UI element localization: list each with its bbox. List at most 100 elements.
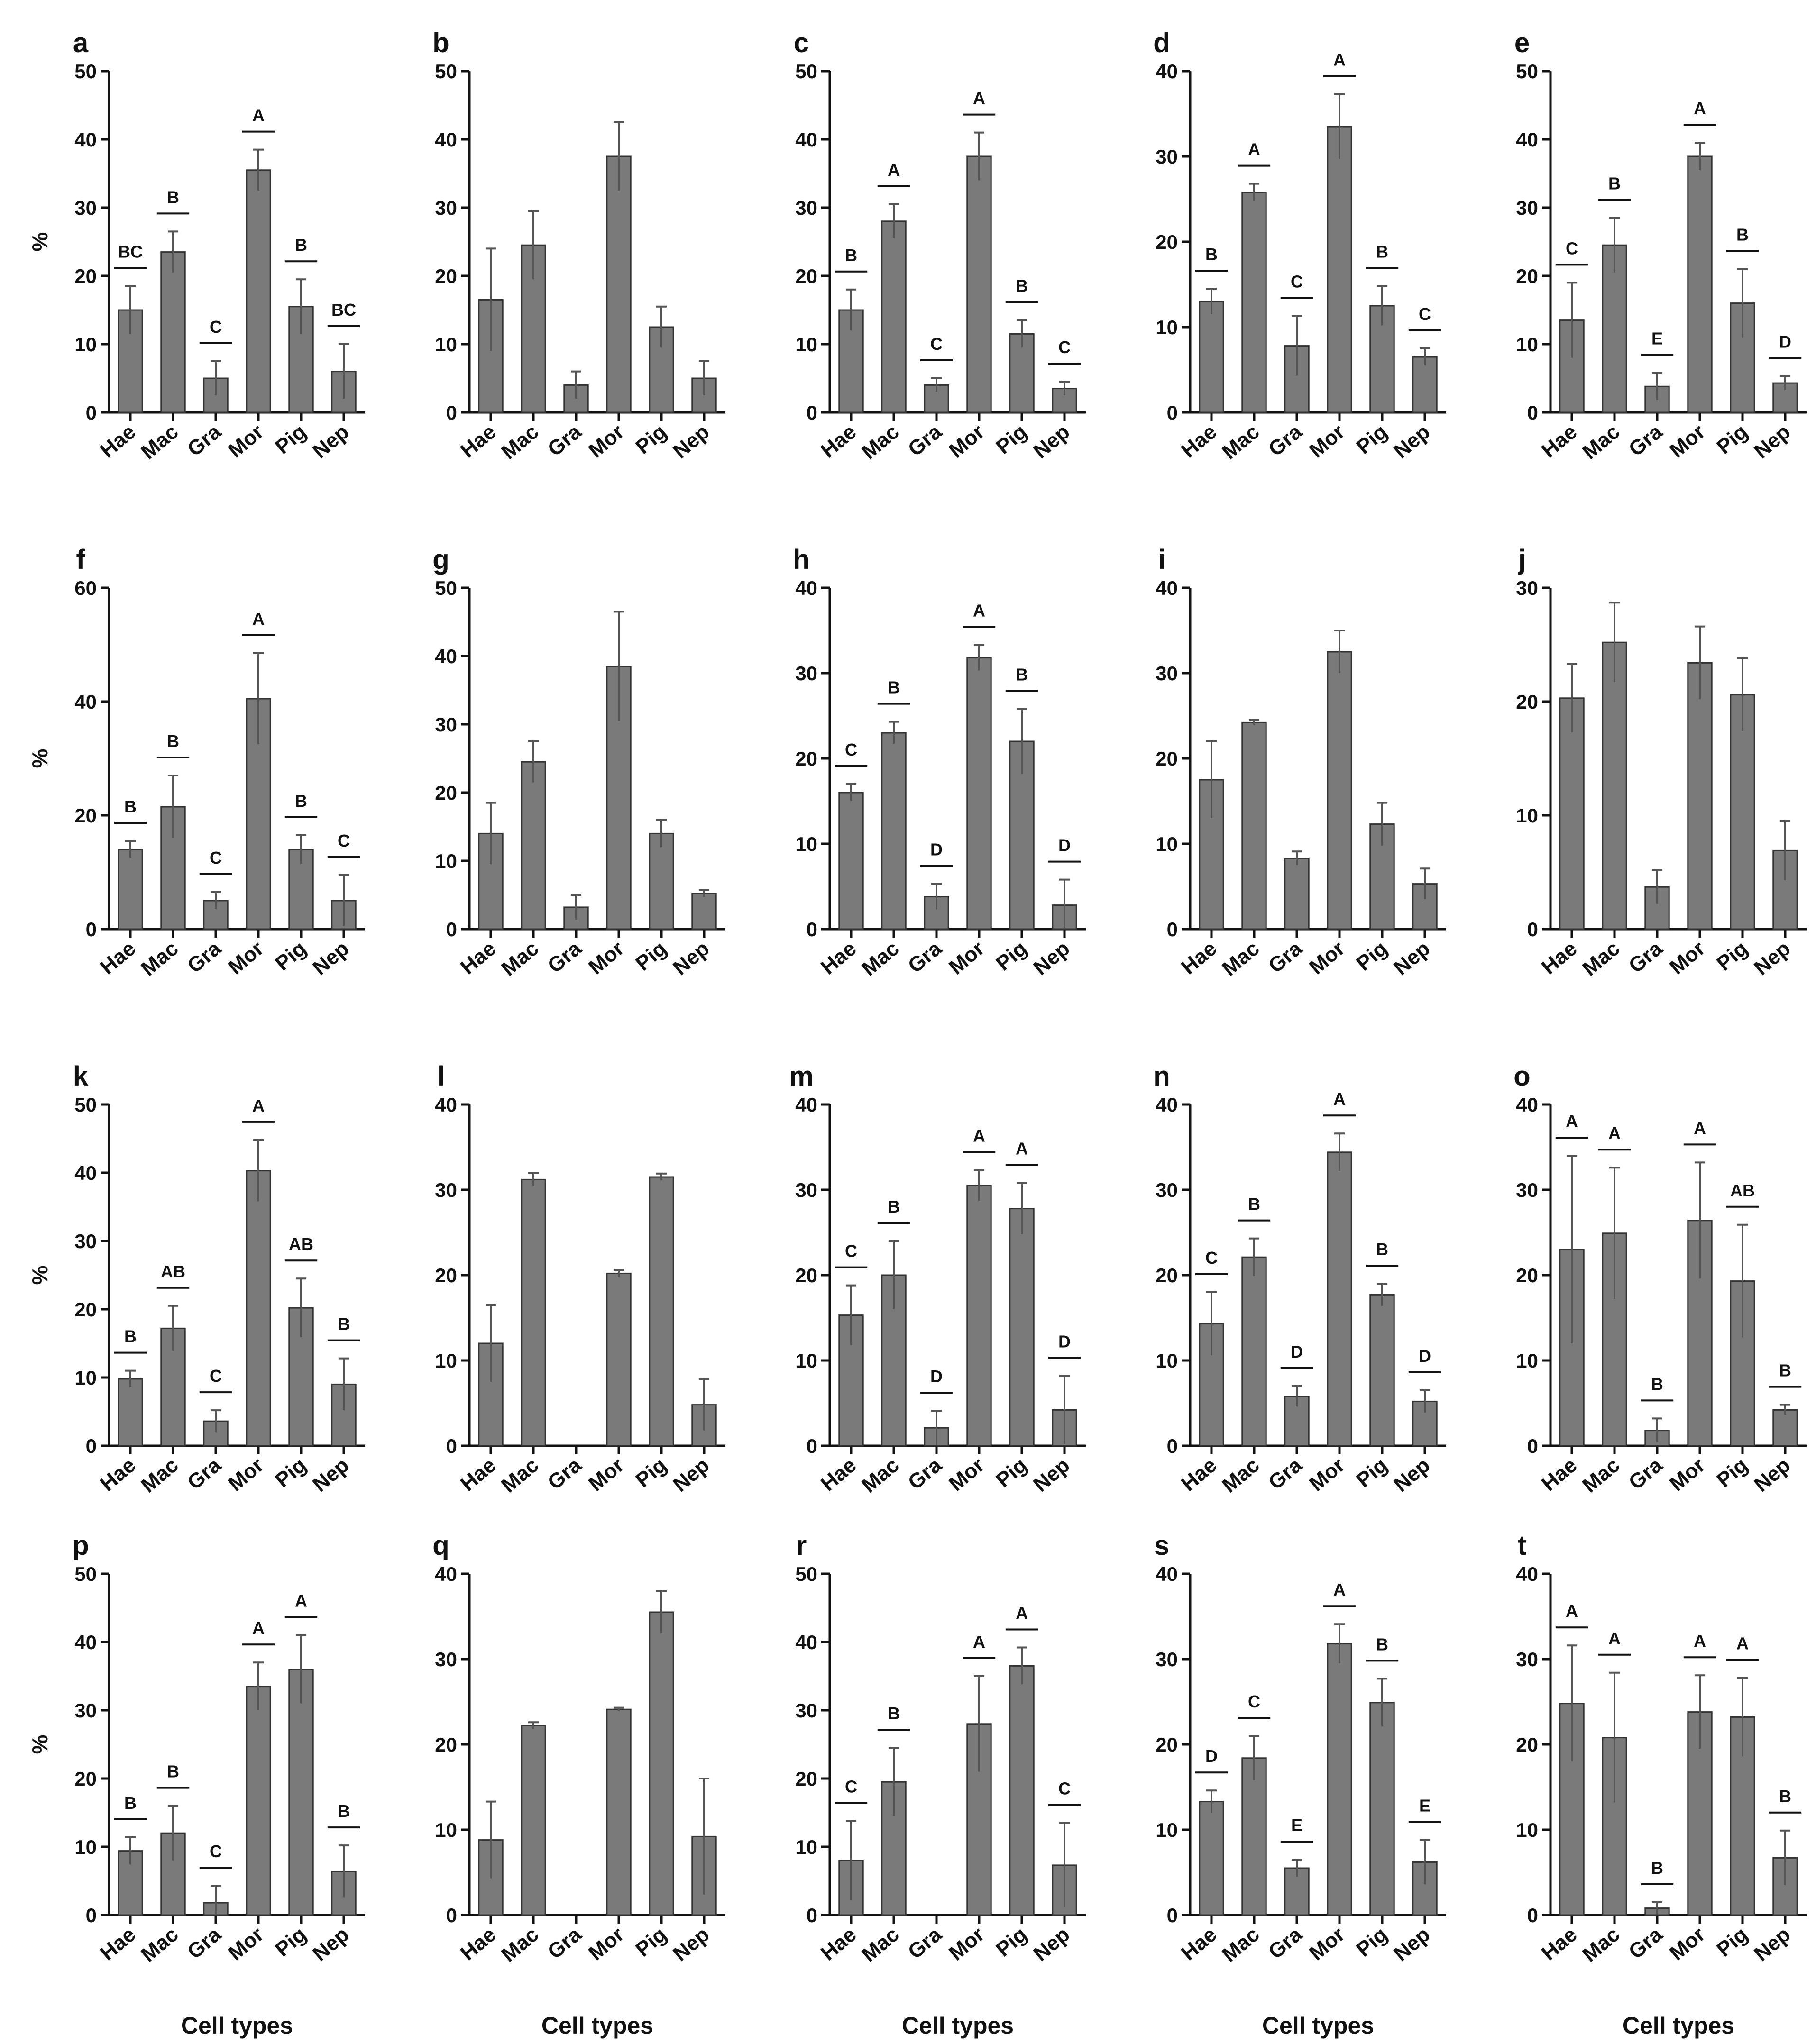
x-tick-label: Nep [1029, 937, 1074, 980]
x-tick-label: Gra [904, 420, 946, 461]
significance-letter: C [1058, 1779, 1071, 1798]
significance-letter: C [210, 317, 222, 337]
panel-letter: a [73, 27, 89, 58]
significance-letter: A [1333, 1089, 1346, 1109]
significance-letter: E [1291, 1816, 1302, 1835]
y-tick-label: 30 [435, 1179, 457, 1201]
y-tick-label: 20 [1516, 1264, 1538, 1287]
significance-letter: AB [289, 1234, 313, 1254]
significance-letter: A [973, 1126, 985, 1146]
significance-letter: A [295, 1591, 307, 1611]
bar-nep [1772, 1409, 1798, 1447]
y-tick-label: 20 [74, 1298, 97, 1321]
y-tick-label: 0 [86, 1435, 97, 1457]
x-tick-label: Nep [1389, 937, 1434, 980]
x-tick-label: Pig [271, 420, 311, 459]
y-tick-label: 20 [1156, 748, 1178, 770]
bar-mac [1602, 244, 1627, 413]
x-tick-label: Hae [456, 937, 500, 979]
bar-pig [649, 1176, 674, 1447]
y-tick-label: 40 [795, 577, 817, 599]
x-tick-label: Pig [1352, 420, 1392, 459]
x-tick-label: Mor [945, 1923, 989, 1965]
y-tick-label: 30 [1156, 662, 1178, 684]
significance-letter: E [1419, 1796, 1431, 1816]
y-axis-label: % [28, 232, 52, 252]
bar-mor [1327, 1643, 1352, 1916]
x-tick-label: Gra [1264, 420, 1307, 461]
y-tick-label: 10 [74, 1836, 97, 1858]
y-tick-label: 10 [74, 333, 97, 356]
y-tick-label: 0 [1167, 1435, 1178, 1457]
y-tick-label: 40 [435, 1094, 457, 1116]
x-axis-label: Cell types [541, 2012, 653, 2039]
x-tick-label: Pig [1352, 937, 1392, 976]
x-axis-label: Cell types [1262, 2012, 1374, 2039]
y-tick-label: 40 [74, 1162, 97, 1184]
y-tick-label: 10 [435, 1819, 457, 1841]
y-tick-label: 50 [74, 1563, 97, 1585]
significance-letter: D [1058, 836, 1071, 855]
x-tick-label: Nep [308, 1453, 353, 1496]
significance-letter: B [888, 678, 900, 697]
x-tick-label: Pig [1712, 1453, 1752, 1492]
y-tick-label: 50 [435, 60, 457, 82]
x-tick-label: Hae [96, 1923, 140, 1965]
significance-letter: B [124, 797, 137, 816]
significance-letter: A [973, 601, 985, 620]
panel-c: c 0 10 20 30 40 50 Hae B Mac A Gra C Mor A Pig B Nep C [794, 27, 1086, 464]
x-tick-label: Mac [1578, 420, 1624, 464]
panel-letter: p [72, 1530, 89, 1561]
bar-pig [288, 849, 314, 930]
y-tick-label: 10 [795, 1350, 817, 1372]
bar-mac [521, 1725, 546, 1916]
bar-pig [1009, 1665, 1035, 1916]
panel-letter: o [1513, 1061, 1530, 1092]
y-tick-label: 0 [446, 1904, 457, 1926]
x-tick-label: Mac [497, 937, 543, 981]
significance-letter: D [930, 1367, 943, 1386]
panel-f: f 0 20 40 60% Hae B Mac B Gra C Mor A Pig B Nep C [28, 544, 365, 981]
x-tick-label: Pig [631, 1453, 671, 1492]
panel-m: m 0 10 20 30 40 Hae C Mac B Gra D Mor A Pig A Nep D [789, 1061, 1086, 1497]
bar-mac [521, 761, 546, 930]
y-tick-label: 20 [435, 782, 457, 804]
y-tick-label: 10 [795, 333, 817, 356]
panel-letter: d [1153, 27, 1170, 58]
x-tick-label: Mac [857, 937, 903, 981]
x-tick-label: Nep [1750, 1923, 1795, 1966]
y-tick-label: 30 [435, 197, 457, 219]
y-tick-label: 40 [1156, 60, 1178, 82]
x-tick-label: Pig [631, 1923, 671, 1962]
bar-gra [1284, 345, 1310, 413]
y-tick-label: 30 [74, 1699, 97, 1722]
panel-letter: k [73, 1061, 89, 1092]
y-tick-label: 30 [1156, 1648, 1178, 1670]
y-tick-label: 40 [74, 1631, 97, 1653]
bar-hae [1199, 301, 1224, 413]
significance-letter: B [1779, 1787, 1791, 1806]
bar-hae [838, 792, 864, 930]
x-tick-label: Mor [1305, 420, 1349, 462]
x-tick-label: Hae [456, 420, 500, 462]
significance-letter: A [973, 89, 985, 108]
x-tick-label: Hae [96, 1453, 140, 1496]
x-tick-label: Hae [816, 937, 861, 979]
significance-letter: A [252, 1618, 265, 1638]
x-tick-label: Mor [945, 937, 989, 979]
y-tick-label: 0 [1527, 1904, 1538, 1926]
bar-hae [1559, 1703, 1585, 1916]
x-tick-label: Gra [1264, 937, 1307, 978]
panel-letter: j [1518, 544, 1526, 575]
significance-letter: B [1651, 1858, 1663, 1878]
x-axis-label: Cell types [1623, 2012, 1734, 2039]
x-tick-label: Hae [816, 1453, 861, 1496]
panel-letter: g [432, 544, 449, 575]
significance-letter: C [210, 1366, 222, 1386]
y-tick-label: 10 [435, 850, 457, 872]
y-tick-label: 20 [74, 265, 97, 287]
bar-pig [649, 832, 674, 930]
x-tick-label: Mor [1665, 937, 1709, 979]
y-tick-label: 50 [74, 1094, 97, 1116]
